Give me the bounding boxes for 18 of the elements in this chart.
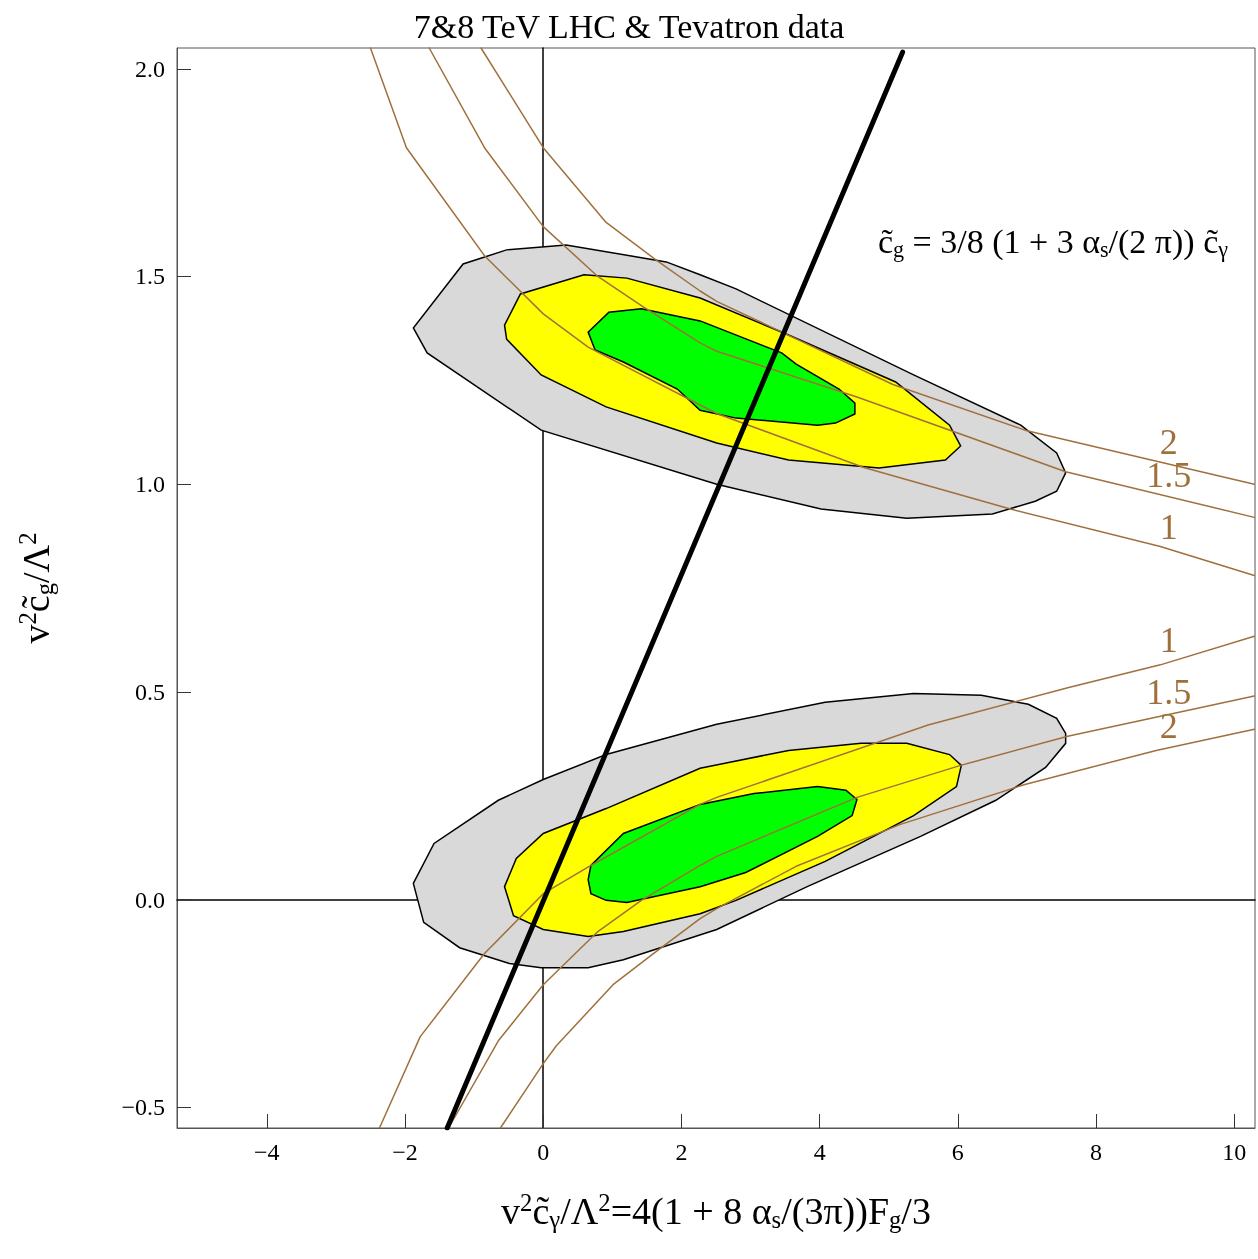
- x-tick-label: 10: [1222, 1139, 1247, 1165]
- y-tick-label: 0.5: [135, 678, 165, 705]
- y-tick-label: −0.5: [121, 1094, 165, 1121]
- chart-title: 7&8 TeV LHC & Tevatron data: [413, 7, 845, 45]
- series-label: 1: [1159, 507, 1178, 548]
- x-tick-label: −4: [254, 1139, 280, 1165]
- x-tick-label: 8: [1090, 1139, 1103, 1165]
- y-tick-label: 0.0: [135, 886, 165, 913]
- x-tick-label: 2: [675, 1139, 688, 1165]
- x-tick-label: 0: [537, 1139, 550, 1165]
- x-tick-label: 4: [813, 1139, 826, 1165]
- y-tick-label: 1.0: [135, 471, 165, 498]
- series-label: 1: [1159, 620, 1178, 661]
- y-axis-title: v2c̃g/Λ2: [13, 532, 58, 644]
- x-tick-label: 6: [951, 1139, 964, 1165]
- x-tick-label: −2: [392, 1139, 418, 1165]
- y-tick-label: 1.5: [135, 263, 165, 290]
- y-tick-label: 2.0: [135, 55, 165, 82]
